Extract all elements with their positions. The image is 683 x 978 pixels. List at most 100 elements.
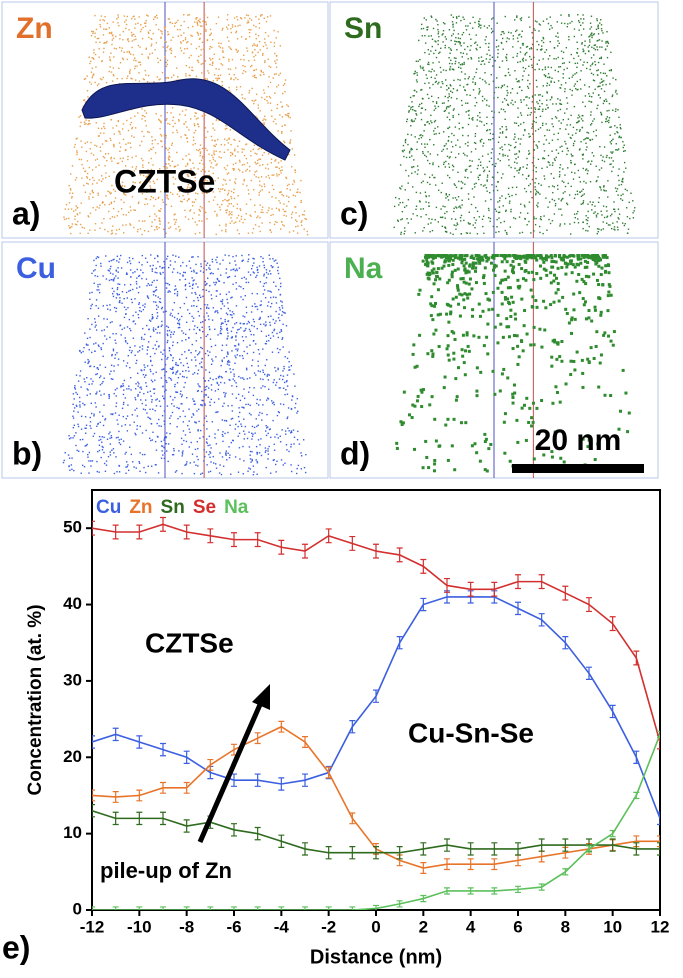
atom	[187, 425, 188, 426]
atom	[468, 198, 469, 199]
atom	[126, 461, 127, 462]
atom	[250, 274, 251, 275]
atom	[608, 43, 609, 44]
atom	[459, 79, 460, 80]
atom	[134, 298, 135, 299]
atom	[84, 227, 85, 228]
atom	[448, 140, 449, 141]
atom	[211, 346, 212, 347]
atom	[243, 288, 244, 289]
atom	[214, 437, 215, 438]
atom	[286, 444, 287, 445]
atom	[111, 279, 112, 280]
atom	[571, 54, 572, 55]
atom	[286, 215, 287, 216]
atom	[109, 431, 110, 432]
atom	[248, 22, 249, 23]
atom	[135, 210, 136, 211]
atom	[248, 193, 249, 194]
atom	[554, 82, 555, 83]
atom	[303, 439, 304, 440]
atom	[98, 423, 99, 424]
atom	[170, 264, 171, 265]
atom	[228, 446, 229, 447]
atom	[152, 318, 153, 319]
atom	[79, 212, 80, 213]
atom	[147, 353, 148, 354]
atom	[226, 356, 227, 357]
atom	[188, 370, 189, 371]
atom	[582, 195, 583, 196]
atom	[129, 71, 130, 72]
atom	[451, 218, 452, 219]
atom	[220, 47, 221, 48]
atom	[448, 199, 449, 200]
atom	[152, 271, 153, 272]
atom	[172, 309, 173, 310]
atom	[447, 128, 448, 129]
atom	[111, 321, 112, 322]
atom	[126, 274, 127, 275]
atom	[545, 76, 546, 77]
atom	[91, 83, 92, 84]
atom	[155, 113, 156, 114]
atom	[206, 421, 207, 422]
atom	[281, 194, 282, 195]
atom	[186, 265, 187, 266]
atom	[68, 454, 69, 455]
atom	[600, 72, 601, 73]
atom	[456, 98, 457, 99]
atom	[107, 439, 108, 440]
atom	[410, 125, 411, 126]
atom	[419, 104, 420, 105]
atom	[141, 264, 142, 265]
atom	[218, 398, 219, 399]
atom	[115, 395, 116, 396]
atom	[276, 108, 277, 109]
atom	[184, 21, 185, 22]
atom	[121, 78, 122, 79]
atom	[151, 466, 152, 467]
atom	[231, 418, 232, 419]
atom	[218, 46, 219, 47]
atom	[275, 311, 276, 312]
atom	[152, 314, 153, 315]
atom	[394, 206, 395, 207]
atom	[242, 222, 243, 223]
atom	[121, 303, 122, 304]
atom	[291, 399, 292, 400]
atom	[128, 355, 129, 356]
atom	[451, 133, 452, 134]
atom	[183, 421, 184, 422]
atom	[570, 138, 571, 139]
atom	[272, 352, 273, 353]
atom	[121, 425, 122, 426]
atom	[582, 158, 583, 159]
atom	[100, 132, 101, 133]
atom	[211, 136, 212, 137]
atom	[583, 139, 584, 140]
atom	[415, 209, 416, 210]
atom	[268, 153, 269, 154]
atom	[107, 231, 108, 232]
atom	[582, 228, 583, 229]
atom	[261, 97, 262, 98]
atom	[139, 80, 140, 81]
atom	[90, 421, 91, 422]
atom	[185, 334, 186, 335]
atom	[161, 377, 162, 378]
atom	[148, 150, 149, 151]
atom	[108, 394, 109, 395]
atom	[263, 372, 264, 373]
atom	[238, 329, 239, 330]
atom	[284, 211, 285, 212]
atom	[230, 217, 231, 218]
atom	[99, 411, 100, 412]
atom	[174, 397, 175, 398]
atom	[223, 392, 224, 393]
atom	[102, 143, 103, 144]
atom	[499, 128, 500, 129]
atom	[90, 308, 91, 309]
atom	[556, 58, 557, 59]
atom	[225, 128, 226, 129]
